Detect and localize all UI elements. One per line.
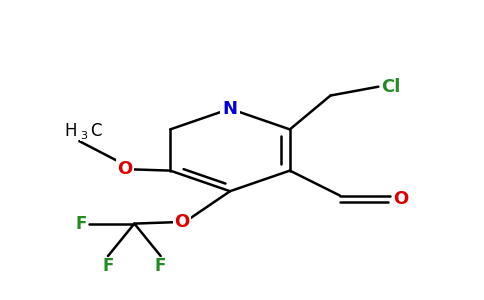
Text: Cl: Cl [381,78,400,96]
Text: O: O [175,213,190,231]
Text: 3: 3 [80,131,87,141]
Text: F: F [75,214,87,232]
Text: F: F [102,257,114,275]
Text: F: F [155,257,166,275]
Text: C: C [90,122,101,140]
Text: H: H [64,122,77,140]
Text: O: O [117,160,133,178]
Text: O: O [393,190,408,208]
Text: N: N [223,100,238,118]
